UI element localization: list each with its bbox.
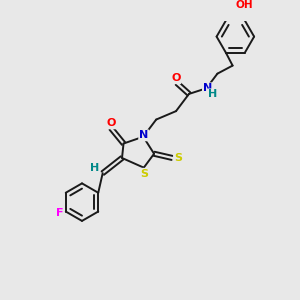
Text: H: H [208,89,217,99]
Text: N: N [203,83,212,93]
Text: S: S [174,153,182,163]
Text: F: F [56,208,63,218]
Text: N: N [139,130,148,140]
Text: S: S [140,169,148,179]
Text: H: H [90,163,100,173]
Text: OH: OH [236,0,254,10]
Text: O: O [171,73,180,83]
Text: O: O [106,118,116,128]
